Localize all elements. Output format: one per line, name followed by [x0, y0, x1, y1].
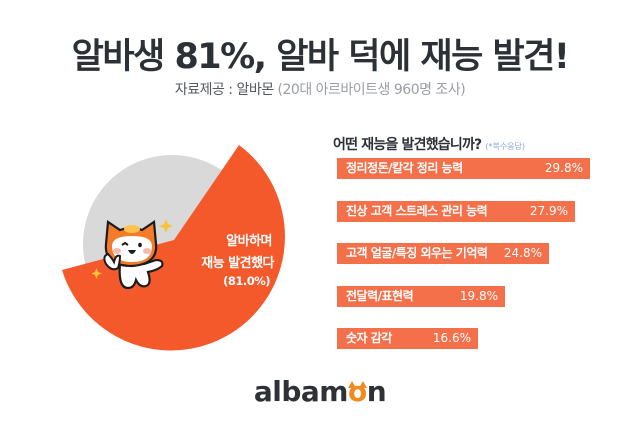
bar-value: 16.6%	[432, 331, 471, 345]
bar-value: 19.8%	[459, 289, 498, 303]
mascot-cat-icon	[92, 219, 172, 290]
bar-label: 진상 고객 스트레스 관리 능력	[346, 204, 488, 218]
albamon-logo: albam on	[0, 372, 640, 412]
pie-chart: 알바하며 재능 발견했다 (81.0%)	[50, 120, 310, 370]
logo-text-n: n	[366, 375, 387, 408]
bar-chart-question: 어떤 재능을 발견했습니까?	[333, 137, 482, 153]
pie-label-line2: 재능 발견했다	[201, 256, 274, 271]
source-line: 자료제공 : 알바몬 (20대 아르바이트생 960명 조사)	[0, 80, 640, 100]
logo-text-alba: alba	[253, 375, 320, 408]
logo-ear-right-icon	[358, 381, 367, 388]
multiple-response-note: (*복수응답)	[485, 142, 526, 151]
logo-text-o: o	[347, 375, 367, 408]
logo-cat-o-icon: o	[347, 372, 367, 412]
bar-value: 24.8%	[503, 246, 542, 260]
bar-label: 숫자 감각	[346, 331, 392, 345]
bar-label: 고객 얼굴/특징 외우는 기억력	[346, 246, 488, 260]
bar-row: 정리정돈/칼각 정리 능력 29.8%	[337, 158, 590, 179]
page-title: 알바생 81%, 알바 덕에 재능 발견!	[71, 37, 570, 77]
logo-text-m: m	[319, 375, 348, 408]
bar-label: 정리정돈/칼각 정리 능력	[346, 161, 463, 175]
bar-value: 27.9%	[529, 204, 568, 218]
bar-row: 진상 고객 스트레스 관리 능력 27.9%	[337, 201, 575, 222]
source-label: 자료제공 : 알바몬	[174, 82, 274, 98]
bar-row: 숫자 감각 16.6%	[337, 328, 478, 349]
bar-label: 전달력/표현력	[346, 289, 414, 303]
pie-label-value: (81.0%)	[223, 274, 270, 288]
bar-chart-title: 어떤 재능을 발견했습니까? (*복수응답)	[333, 134, 525, 154]
logo-ear-left-icon	[347, 381, 356, 388]
source-detail: (20대 아르바이트생 960명 조사)	[277, 82, 466, 98]
pie-slice-main	[62, 145, 285, 351]
bar-row: 전달력/표현력 19.8%	[337, 286, 505, 307]
pie-label-line1: 알바하며	[226, 234, 272, 249]
bar-row: 고객 얼굴/특징 외우는 기억력 24.8%	[337, 243, 549, 264]
bar-value: 29.8%	[544, 161, 583, 175]
